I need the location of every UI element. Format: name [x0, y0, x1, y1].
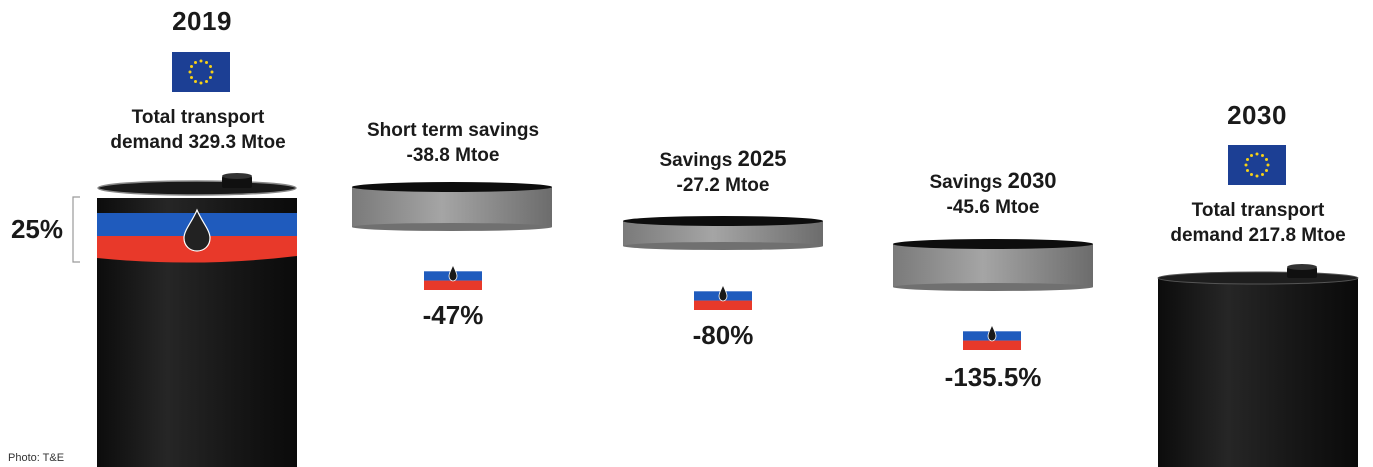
year-2030-heading: 2030	[1227, 100, 1287, 130]
short-term-label-line1: Short term savings	[366, 120, 540, 141]
short-term-label: Short term savings -38.8 Mtoe	[342, 118, 564, 168]
savings-2025-year: 2025	[737, 146, 787, 171]
end-label-line2: demand 217.8 Mtoe	[1170, 225, 1346, 246]
savings-2030-percent: -135.5%	[944, 362, 1042, 392]
savings-2025-prefix: Savings	[659, 150, 738, 171]
savings-2030-prefix: Savings	[929, 172, 1008, 193]
russia-flag-oil-drop-icon	[424, 262, 482, 290]
end-demand-label: Total transport demand 217.8 Mtoe	[1148, 198, 1368, 248]
year-2019-heading: 2019	[172, 6, 232, 36]
barrel-lid	[97, 180, 297, 196]
eu-flag-icon	[1228, 145, 1286, 185]
savings-disc-2025	[623, 216, 823, 250]
barrel-2030	[1157, 264, 1359, 467]
savings-2025-percent: -80%	[692, 320, 754, 350]
savings-2030-year: 2030	[1007, 168, 1057, 193]
start-label-line2: demand 329.3 Mtoe	[110, 132, 286, 153]
savings-disc-short-term	[352, 182, 552, 231]
russia-flag-oil-drop-icon	[963, 322, 1021, 350]
russian-share-label: 25%	[10, 214, 64, 244]
barrel-2019	[97, 173, 297, 467]
start-label-line1: Total transport	[131, 107, 265, 128]
short-term-percent: -47%	[422, 300, 484, 330]
savings-2030-label-line2: -45.6 Mtoe	[946, 197, 1040, 218]
savings-2025-label: Savings 2025 -27.2 Mtoe	[616, 146, 830, 198]
start-demand-label: Total transport demand 329.3 Mtoe	[100, 105, 296, 155]
end-label-line1: Total transport	[1191, 200, 1325, 221]
photo-credit: Photo: T&E	[8, 452, 65, 464]
savings-disc-2030	[893, 239, 1093, 291]
short-term-label-line2: -38.8 Mtoe	[406, 145, 500, 166]
russia-flag-oil-drop-icon	[694, 282, 752, 310]
savings-2030-label: Savings 2030 -45.6 Mtoe	[886, 168, 1100, 220]
share-bracket	[72, 196, 80, 263]
savings-2025-label-line2: -27.2 Mtoe	[676, 175, 770, 196]
oil-drop-icon	[183, 208, 211, 252]
eu-flag-icon	[172, 52, 230, 92]
